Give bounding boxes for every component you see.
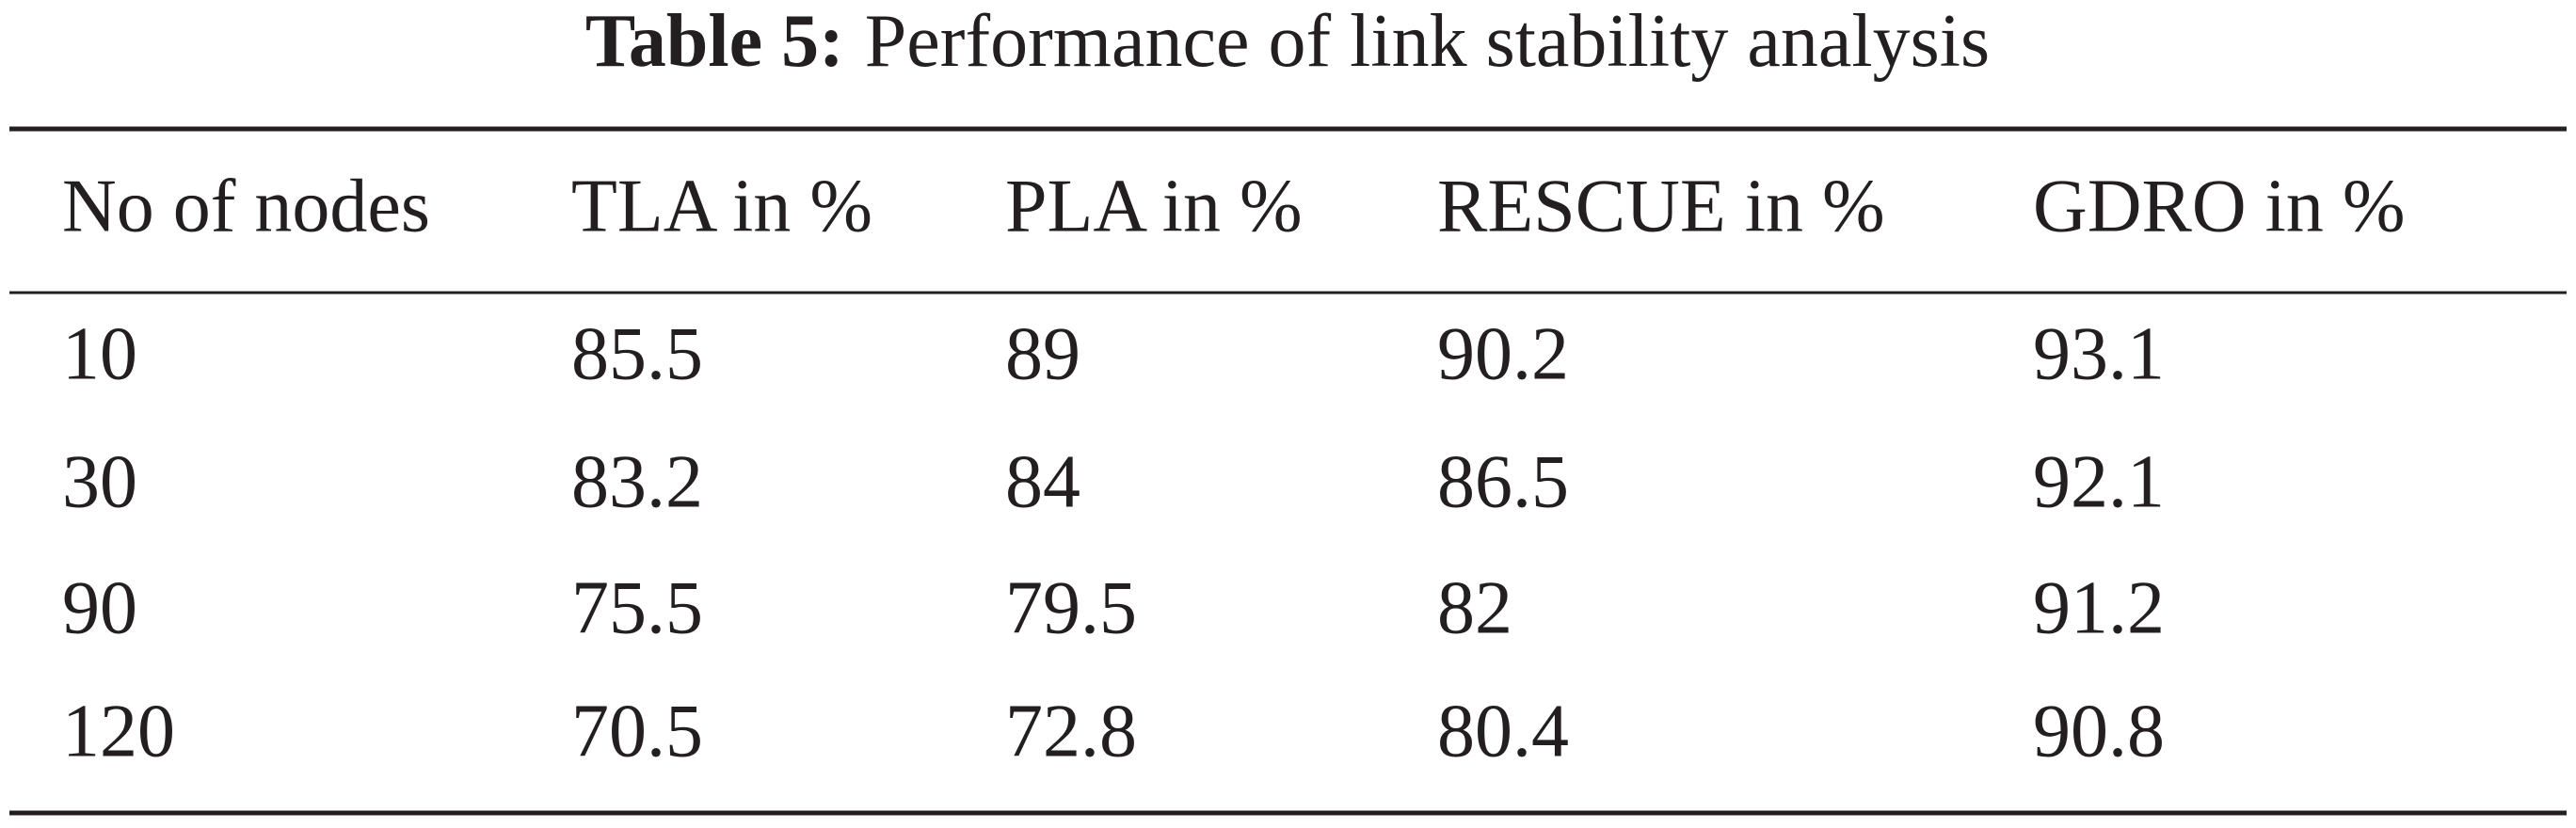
- table-cell: 83.2: [571, 440, 703, 523]
- header-cell: No of nodes: [62, 165, 430, 247]
- table-cell: 86.5: [1437, 440, 1569, 523]
- table-cell: 70.5: [571, 690, 703, 772]
- table-cell: 72.8: [1005, 690, 1137, 772]
- caption-label: Table 5:: [585, 0, 844, 83]
- table-cell: 89: [1005, 312, 1080, 395]
- table-cell: 92.1: [2033, 440, 2165, 523]
- table-cell: 82: [1437, 566, 1512, 649]
- table-cell: 93.1: [2033, 312, 2165, 395]
- table-cell: 79.5: [1005, 566, 1137, 649]
- table-cell: 90.2: [1437, 312, 1569, 395]
- table-cell: 91.2: [2033, 566, 2165, 649]
- table-cell: 90.8: [2033, 690, 2165, 772]
- header-cell: PLA in %: [1005, 165, 1303, 247]
- table-cell: 90: [62, 566, 137, 649]
- table-cell: 10: [62, 312, 137, 395]
- header-cell: TLA in %: [571, 165, 872, 247]
- table-body: No of nodes TLA in % PLA in % RESCUE in % GD…: [62, 165, 2406, 772]
- header-cell: GDRO in %: [2033, 165, 2406, 247]
- table-cell: 120: [62, 690, 175, 772]
- table-cell: 85.5: [571, 312, 703, 395]
- table-cell: 84: [1005, 440, 1080, 523]
- caption-title: Performance of link stability analysis: [865, 0, 1990, 83]
- table-cell: 80.4: [1437, 690, 1569, 772]
- table-cell: 75.5: [571, 566, 703, 649]
- caption: Table 5: Performance of link stability an…: [585, 0, 1990, 83]
- table-cell: 30: [62, 440, 137, 523]
- header-cell: RESCUE in %: [1437, 165, 1885, 247]
